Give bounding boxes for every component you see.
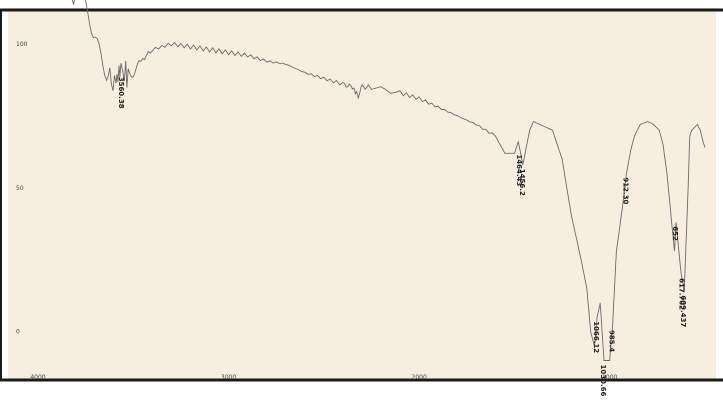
peak-label: 912.30 — [622, 177, 630, 204]
peak-label: 1030.66 — [599, 365, 607, 397]
y-tick-label: 0 — [16, 329, 20, 336]
peak-label: 985.4 — [608, 330, 616, 352]
spectrum-trace — [71, 0, 706, 361]
x-tick-label: 4000 — [30, 374, 45, 381]
peak-label: 617.702 — [678, 278, 686, 310]
y-tick-label: 100 — [16, 41, 28, 48]
peak-label: 652 — [671, 226, 679, 241]
x-tick-label: 2000 — [412, 374, 427, 381]
x-tick-label: 3000 — [221, 374, 236, 381]
peak-label: 1066.12 — [592, 321, 600, 353]
x-tick-label: 1000 — [602, 374, 617, 381]
peak-label: 1464.43 — [515, 154, 523, 186]
x-tick-labels: 4000 3000 2000 1000 — [30, 374, 617, 381]
chart-panel — [8, 8, 716, 380]
y-tick-label: 50 — [16, 185, 24, 192]
peak-label: 1456.2 — [518, 169, 526, 196]
peak-label: 609.437 — [679, 295, 687, 327]
y-tick-labels: 100 50 0 — [16, 41, 28, 336]
peak-label: 3560.38 — [117, 77, 125, 109]
